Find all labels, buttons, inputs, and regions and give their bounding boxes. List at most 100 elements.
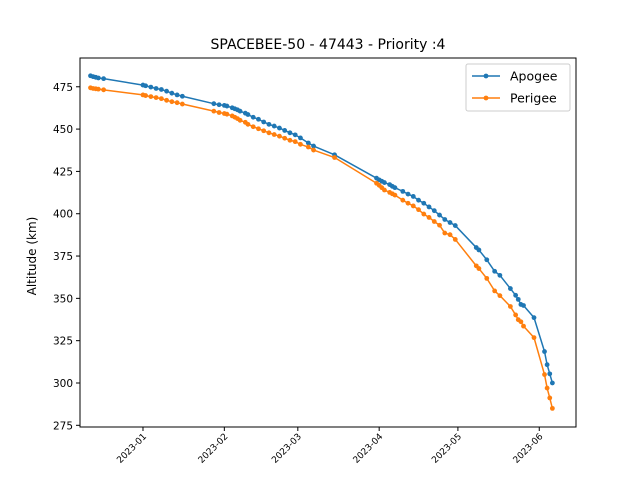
apogee-point	[271, 123, 277, 129]
perigee-point	[292, 139, 298, 145]
perigee-point	[405, 200, 411, 206]
y-axis-label: Altitude (km)	[25, 217, 39, 296]
apogee-point	[169, 90, 175, 96]
apogee-point	[426, 204, 432, 210]
perigee-point	[382, 187, 387, 193]
perigee-point	[169, 99, 175, 105]
apogee-point	[292, 132, 298, 138]
perigee-point	[431, 219, 437, 224]
apogee-legend-label: Apogee	[510, 69, 558, 84]
perigee-point	[531, 335, 537, 341]
apogee-point	[549, 380, 555, 386]
perigee-point	[148, 94, 154, 99]
perigee-series	[88, 85, 555, 411]
apogee-point	[492, 268, 498, 274]
apogee-point	[410, 194, 416, 199]
apogee-point	[437, 212, 442, 218]
perigee-point	[507, 304, 513, 309]
apogee-point	[547, 371, 553, 377]
apogee-point	[216, 102, 222, 108]
perigee-point	[442, 230, 448, 236]
apogee-legend-marker	[483, 73, 489, 79]
perigee-line	[90, 87, 554, 409]
apogee-point	[164, 88, 170, 94]
apogee-point	[544, 362, 550, 368]
perigee-point	[492, 288, 498, 294]
perigee-point	[298, 141, 303, 147]
y-tick-label: 350	[53, 293, 73, 305]
apogee-point	[211, 101, 217, 107]
apogee-point	[513, 292, 519, 298]
apogee-point	[452, 223, 458, 228]
perigee-point	[547, 395, 553, 401]
apogee-series	[88, 73, 555, 386]
apogee-point	[95, 75, 101, 81]
perigee-point	[542, 372, 547, 377]
perigee-point	[282, 135, 288, 141]
perigee-point	[549, 405, 555, 411]
perigee-point	[410, 203, 416, 209]
apogee-point	[382, 180, 387, 185]
apogee-point	[266, 121, 272, 127]
apogee-point	[245, 112, 251, 117]
apogee-point	[305, 140, 311, 146]
y-tick-label: 375	[53, 251, 73, 263]
perigee-point	[484, 275, 490, 281]
apogee-point	[287, 130, 293, 136]
apogee-point	[224, 103, 230, 109]
perigee-point	[266, 130, 272, 136]
apogee-point	[392, 185, 398, 191]
apogee-point	[277, 125, 282, 131]
apogee-point	[421, 200, 427, 206]
perigee-point	[332, 155, 337, 160]
apogee-point	[153, 86, 159, 91]
perigee-point	[287, 137, 293, 143]
y-tick-label: 450	[53, 124, 73, 136]
perigee-point	[271, 132, 277, 137]
perigee-point	[158, 96, 164, 102]
perigee-point	[174, 100, 180, 106]
perigee-point	[311, 147, 316, 153]
apogee-point	[282, 128, 288, 133]
apogee-point	[515, 296, 521, 302]
apogee-point	[405, 191, 411, 197]
y-tick-label: 275	[53, 420, 73, 432]
perigee-point	[521, 323, 526, 329]
apogee-point	[521, 303, 526, 308]
apogee-point	[531, 315, 537, 321]
apogee-point	[179, 93, 185, 99]
perigee-point	[211, 108, 217, 114]
perigee-legend-label: Perigee	[510, 91, 557, 106]
perigee-point	[256, 126, 261, 132]
perigee-point	[437, 222, 442, 228]
perigee-point	[305, 144, 311, 150]
perigee-legend-marker	[483, 95, 489, 101]
perigee-point	[224, 111, 230, 117]
apogee-point	[311, 143, 316, 149]
apogee-point	[507, 286, 513, 291]
y-tick-label: 475	[53, 82, 73, 94]
perigee-point	[392, 192, 398, 198]
apogee-point	[158, 87, 164, 92]
apogee-point	[416, 197, 421, 203]
perigee-point	[447, 232, 453, 238]
y-tick-label: 400	[53, 209, 73, 221]
apogee-point	[250, 114, 256, 120]
apogee-point	[542, 349, 547, 354]
perigee-point	[476, 266, 482, 271]
data-series	[88, 73, 555, 411]
apogee-point	[237, 108, 243, 114]
apogee-point	[431, 208, 437, 214]
apogee-point	[143, 83, 149, 89]
apogee-point	[476, 247, 482, 253]
legend: Apogee Perigee	[465, 63, 571, 112]
apogee-point	[484, 257, 490, 263]
apogee-point	[497, 272, 503, 278]
plot-frame	[79, 57, 577, 428]
perigee-point	[277, 133, 282, 139]
perigee-point	[143, 93, 149, 98]
apogee-point	[400, 188, 406, 194]
apogee-point	[148, 84, 154, 90]
perigee-point	[216, 110, 222, 115]
